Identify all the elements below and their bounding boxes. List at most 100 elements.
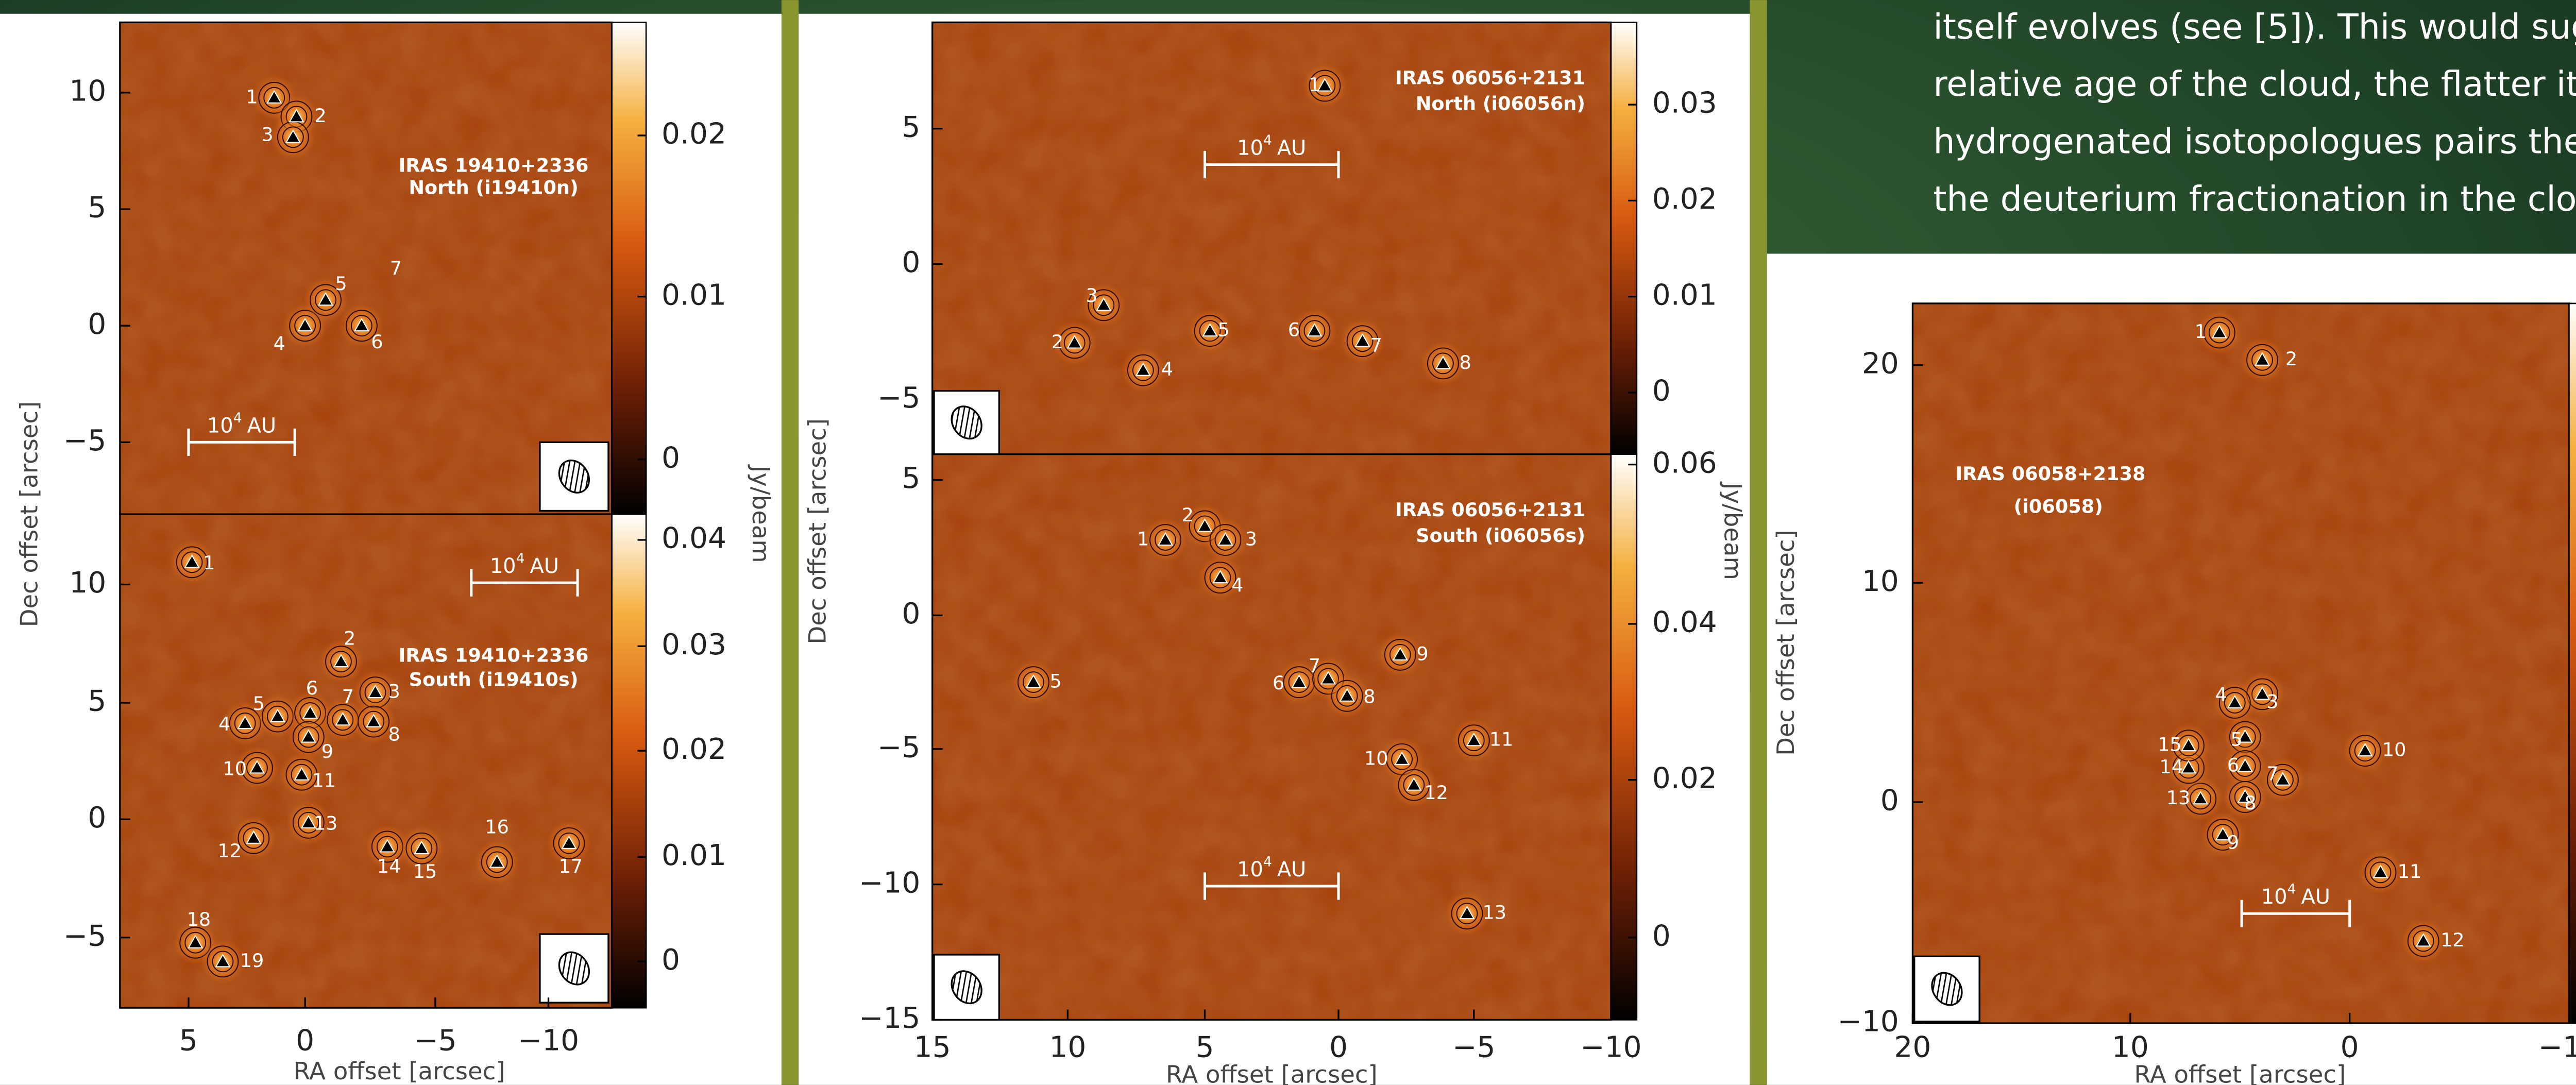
y-tick-label: −5: [877, 731, 920, 764]
y-tick-label: 10: [69, 566, 106, 600]
source-label: 7: [1309, 655, 1320, 677]
source-label: 1: [246, 86, 258, 108]
x-tick-label: −10: [518, 1024, 579, 1057]
source-label: 1: [1137, 528, 1149, 550]
text-line: the deuterium fractionation in the cloud…: [1933, 179, 2576, 219]
source-label: 9: [1416, 642, 1428, 665]
x-axis-label: RA offset [arcsec]: [2134, 1061, 2346, 1085]
y-tick-label: 10: [1862, 565, 1899, 598]
map-title: IRAS 19410+2336: [399, 154, 589, 176]
colorbar-tick-label: 0.04: [662, 522, 726, 555]
source-label: 12: [217, 840, 242, 862]
source-label: 8: [2244, 792, 2256, 814]
source-label: 9: [321, 740, 333, 762]
source-label: 7: [1370, 334, 1382, 357]
source-label: 8: [1363, 686, 1375, 708]
source-label: 4: [1231, 574, 1243, 596]
x-tick-label: −5: [414, 1024, 456, 1057]
colorbar: [2569, 303, 2576, 1023]
source-label: 5: [2230, 728, 2242, 751]
source-label: 2: [1182, 504, 1194, 526]
source-label: 13: [314, 812, 338, 835]
map-title: IRAS 06056+2131: [1395, 499, 1585, 521]
scale-base: 10: [1237, 136, 1263, 160]
source-label: 5: [335, 273, 347, 295]
colorbar: [1611, 22, 1637, 454]
scale-exp: 4: [233, 410, 242, 426]
source-label: 6: [1288, 319, 1300, 341]
source-label: 8: [388, 723, 400, 745]
y-tick-label: −5: [63, 919, 106, 953]
map-subtitle: North (i19410n): [409, 177, 578, 199]
map-subtitle: South (i19410s): [409, 668, 579, 690]
y-tick-label: 0: [88, 801, 106, 835]
y-tick-label: −5: [877, 381, 920, 415]
colorbar-tick-label: 0.06: [1652, 446, 1717, 480]
source-label: 6: [2227, 754, 2239, 776]
y-tick-label: 0: [88, 308, 106, 341]
y-tick-label: 5: [902, 462, 920, 495]
source-label: 13: [2166, 787, 2191, 809]
source-label: 14: [377, 855, 401, 877]
source-label: 5: [1218, 319, 1230, 341]
colorbar-tick-label: 0.01: [662, 278, 726, 312]
x-tick-label: 5: [179, 1024, 198, 1057]
y-tick-label: 0: [1880, 784, 1899, 818]
map-subtitle: South (i06056s): [1416, 524, 1585, 547]
source-label: 15: [413, 860, 437, 883]
x-tick-label: 15: [914, 1031, 951, 1064]
map-title: IRAS 06056+2131: [1395, 67, 1585, 89]
colorbar-label: Jy/beam: [747, 464, 775, 563]
colorbar-tick-label: 0: [1652, 375, 1671, 408]
source-label: 3: [1086, 284, 1097, 307]
source-label: 2: [1052, 331, 1063, 353]
source-label: 4: [2215, 684, 2227, 706]
x-tick-label: 10: [1049, 1031, 1086, 1064]
x-tick-label: 5: [1196, 1031, 1214, 1064]
source-label: 3: [388, 681, 400, 703]
source-label: 4: [218, 713, 230, 735]
source-label: 3: [1245, 528, 1257, 550]
source-label: 11: [2398, 860, 2422, 883]
y-tick-label: −10: [1837, 1005, 1899, 1039]
source-label: 2: [2285, 348, 2297, 370]
colorbar-label: Jy/beam: [1719, 481, 1747, 580]
source-label: 18: [187, 908, 211, 930]
x-axis-label: RA offset [arcsec]: [294, 1057, 505, 1085]
source-label: 4: [1161, 358, 1173, 380]
colorbar-tick-label: 0.03: [662, 628, 726, 662]
source-label: 12: [1424, 782, 1448, 804]
source-label: 11: [1489, 728, 1514, 751]
source-label: 1: [2195, 320, 2207, 343]
scale-exp: 4: [1263, 132, 1272, 148]
x-tick-label: 20: [1894, 1031, 1931, 1064]
colorbar-tick-label: 0.02: [662, 733, 726, 766]
y-tick-label: 0: [902, 246, 920, 279]
map-subtitle: (i06058): [2014, 495, 2103, 517]
y-axis-label: Dec offset [arcsec]: [15, 401, 43, 628]
y-axis-label: Dec offset [arcsec]: [804, 418, 832, 645]
divider: [782, 0, 799, 1085]
source-label: 7: [2266, 762, 2278, 785]
colorbar-tick-label: 0: [662, 441, 680, 474]
colorbar-tick-label: 0.04: [1652, 606, 1717, 639]
x-axis-label: RA offset [arcsec]: [1166, 1061, 1378, 1085]
source-label: 6: [1273, 672, 1284, 694]
source-label: 1: [203, 552, 215, 574]
scale-unit: AU: [1277, 858, 1307, 881]
source-label: 13: [1482, 902, 1506, 924]
x-tick-label: 0: [2341, 1031, 2359, 1064]
colorbar: [612, 514, 647, 1008]
colorbar-tick-label: 0: [1652, 919, 1671, 953]
x-tick-label: 0: [1329, 1031, 1348, 1064]
source-label: 6: [306, 677, 318, 699]
scale-base: 10: [2261, 885, 2287, 909]
colorbar-tick-label: 0.03: [1652, 87, 1717, 120]
scale-exp: 4: [2287, 881, 2296, 897]
y-tick-label: −15: [859, 1002, 920, 1035]
source-label: 2: [314, 105, 326, 127]
source-label: 14: [2159, 756, 2183, 778]
source-label: 16: [485, 816, 509, 838]
source-label: 15: [2158, 734, 2182, 756]
colorbar: [612, 22, 647, 514]
